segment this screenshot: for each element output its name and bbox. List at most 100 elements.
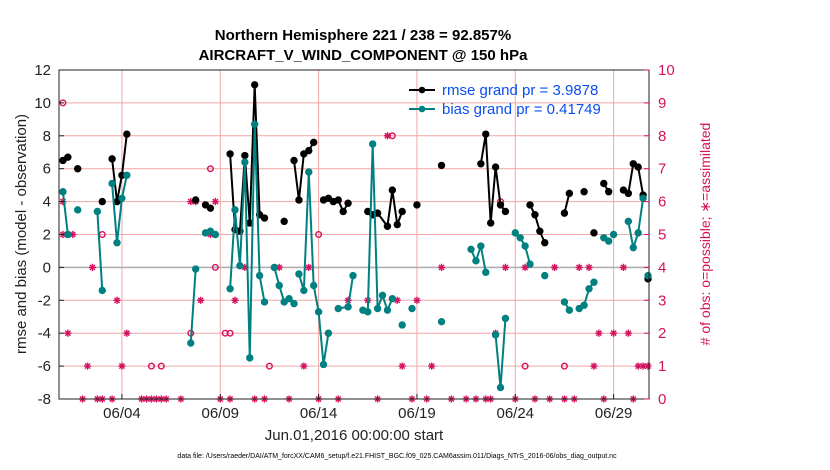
bias-point xyxy=(246,354,254,362)
bias-point xyxy=(123,171,131,179)
y-tick-label: -4 xyxy=(38,325,51,342)
legend-bias-marker xyxy=(418,105,426,113)
obs-assimilated-point xyxy=(575,263,583,271)
bias-point xyxy=(191,265,200,273)
bias-point xyxy=(398,321,406,329)
bias-point xyxy=(73,206,82,214)
rmse-point xyxy=(624,189,633,198)
y-tick-label: -8 xyxy=(38,391,51,408)
bias-series xyxy=(59,120,652,392)
rmse-point xyxy=(634,163,642,171)
bias-point xyxy=(585,285,593,293)
x-tick-label: 06/29 xyxy=(595,405,633,422)
bias-point xyxy=(560,298,569,306)
bias-line xyxy=(96,211,104,291)
obs-possible-point xyxy=(147,362,155,370)
rmse-point xyxy=(580,188,588,196)
rmse-point xyxy=(393,220,401,229)
rmse-point xyxy=(486,219,495,227)
bias-line xyxy=(61,191,69,235)
bias-point xyxy=(324,329,333,337)
bias-point xyxy=(467,245,475,254)
obs-assimilated-point xyxy=(551,263,559,271)
right-tick-label: 4 xyxy=(658,259,666,276)
rmse-point xyxy=(526,201,534,209)
legend: rmse grand pr = 3.9878 bias grand pr = 0.… xyxy=(409,82,601,118)
bias-point xyxy=(368,140,377,148)
obs-assimilated-point xyxy=(624,329,632,337)
obs-assimilated-point xyxy=(113,296,121,304)
bias-point xyxy=(344,303,352,311)
rmse-point xyxy=(604,188,613,196)
bias-point xyxy=(300,286,308,295)
rmse-point xyxy=(334,196,342,204)
x-axis-label: Jun.01,2016 00:00:00 start xyxy=(265,427,444,444)
bias-point xyxy=(491,331,500,339)
rmse-point xyxy=(280,217,288,226)
rmse-point xyxy=(191,196,200,204)
obs-possible-point xyxy=(315,230,323,238)
rmse-point xyxy=(501,207,510,216)
bias-point xyxy=(364,308,372,316)
rmse-point xyxy=(491,163,500,171)
obs-assimilated-point xyxy=(610,329,618,337)
rmse-point xyxy=(339,207,347,216)
rmse-point xyxy=(123,130,131,138)
x-tick-label: 06/24 xyxy=(496,405,534,422)
bias-point xyxy=(639,194,647,203)
bias-point xyxy=(580,301,588,309)
rmse-point xyxy=(437,161,446,170)
obs-possible-point xyxy=(226,329,234,337)
x-tick-label: 06/14 xyxy=(300,405,338,422)
obs-assimilated-point xyxy=(619,263,628,271)
obs-assimilated-point xyxy=(413,296,421,304)
obs-assimilated-point xyxy=(590,362,598,370)
obs-assimilated-point xyxy=(501,263,510,271)
rmse-point xyxy=(309,138,318,147)
bias-point xyxy=(526,260,534,268)
y-tick-label: -6 xyxy=(38,358,51,375)
bias-point xyxy=(59,188,67,196)
bias-point xyxy=(482,268,490,277)
bias-line xyxy=(470,245,487,273)
rmse-point xyxy=(98,197,106,206)
bias-point xyxy=(437,317,446,326)
bias-point xyxy=(349,271,357,280)
rmse-point xyxy=(305,146,313,155)
rmse-point xyxy=(600,179,608,188)
right-tick-label: 0 xyxy=(658,391,666,408)
rmse-point xyxy=(206,204,215,212)
right-tick-label: 5 xyxy=(658,227,666,244)
bias-point xyxy=(93,207,102,216)
rmse-point xyxy=(496,201,505,209)
rmse-point xyxy=(541,239,549,247)
obs-assimilated-point xyxy=(595,329,603,337)
bias-point xyxy=(108,179,116,188)
obs-assimilated-point xyxy=(123,329,131,337)
obs-assimilated-point xyxy=(231,296,239,304)
bias-line xyxy=(627,198,645,248)
rmse-point xyxy=(73,164,82,173)
rmse-point xyxy=(250,81,259,89)
bias-point xyxy=(501,314,510,323)
rmse-line xyxy=(529,204,546,244)
obs-assimilated-point xyxy=(118,362,126,370)
right-axis-ticks: 0 1 2 3 4 5 6 7 8 9 10 xyxy=(644,62,675,408)
obs-possible-point xyxy=(157,362,165,370)
bias-point xyxy=(496,383,505,392)
obs-assimilated-point xyxy=(300,362,308,370)
obs-assimilated-point xyxy=(437,263,446,271)
bias-point xyxy=(236,262,244,270)
right-tick-label: 6 xyxy=(658,194,666,211)
bias-point xyxy=(590,278,598,286)
y-tick-label: 6 xyxy=(43,161,51,178)
bias-point xyxy=(383,306,392,314)
rmse-point xyxy=(482,130,490,138)
right-axis-label: # of obs: o=possible; ∗=assimilated xyxy=(697,123,713,346)
obs-count-points xyxy=(59,99,652,403)
rmse-point xyxy=(477,160,485,168)
bias-point xyxy=(378,291,387,300)
grid xyxy=(59,70,649,399)
obs-possible-point xyxy=(265,362,273,370)
